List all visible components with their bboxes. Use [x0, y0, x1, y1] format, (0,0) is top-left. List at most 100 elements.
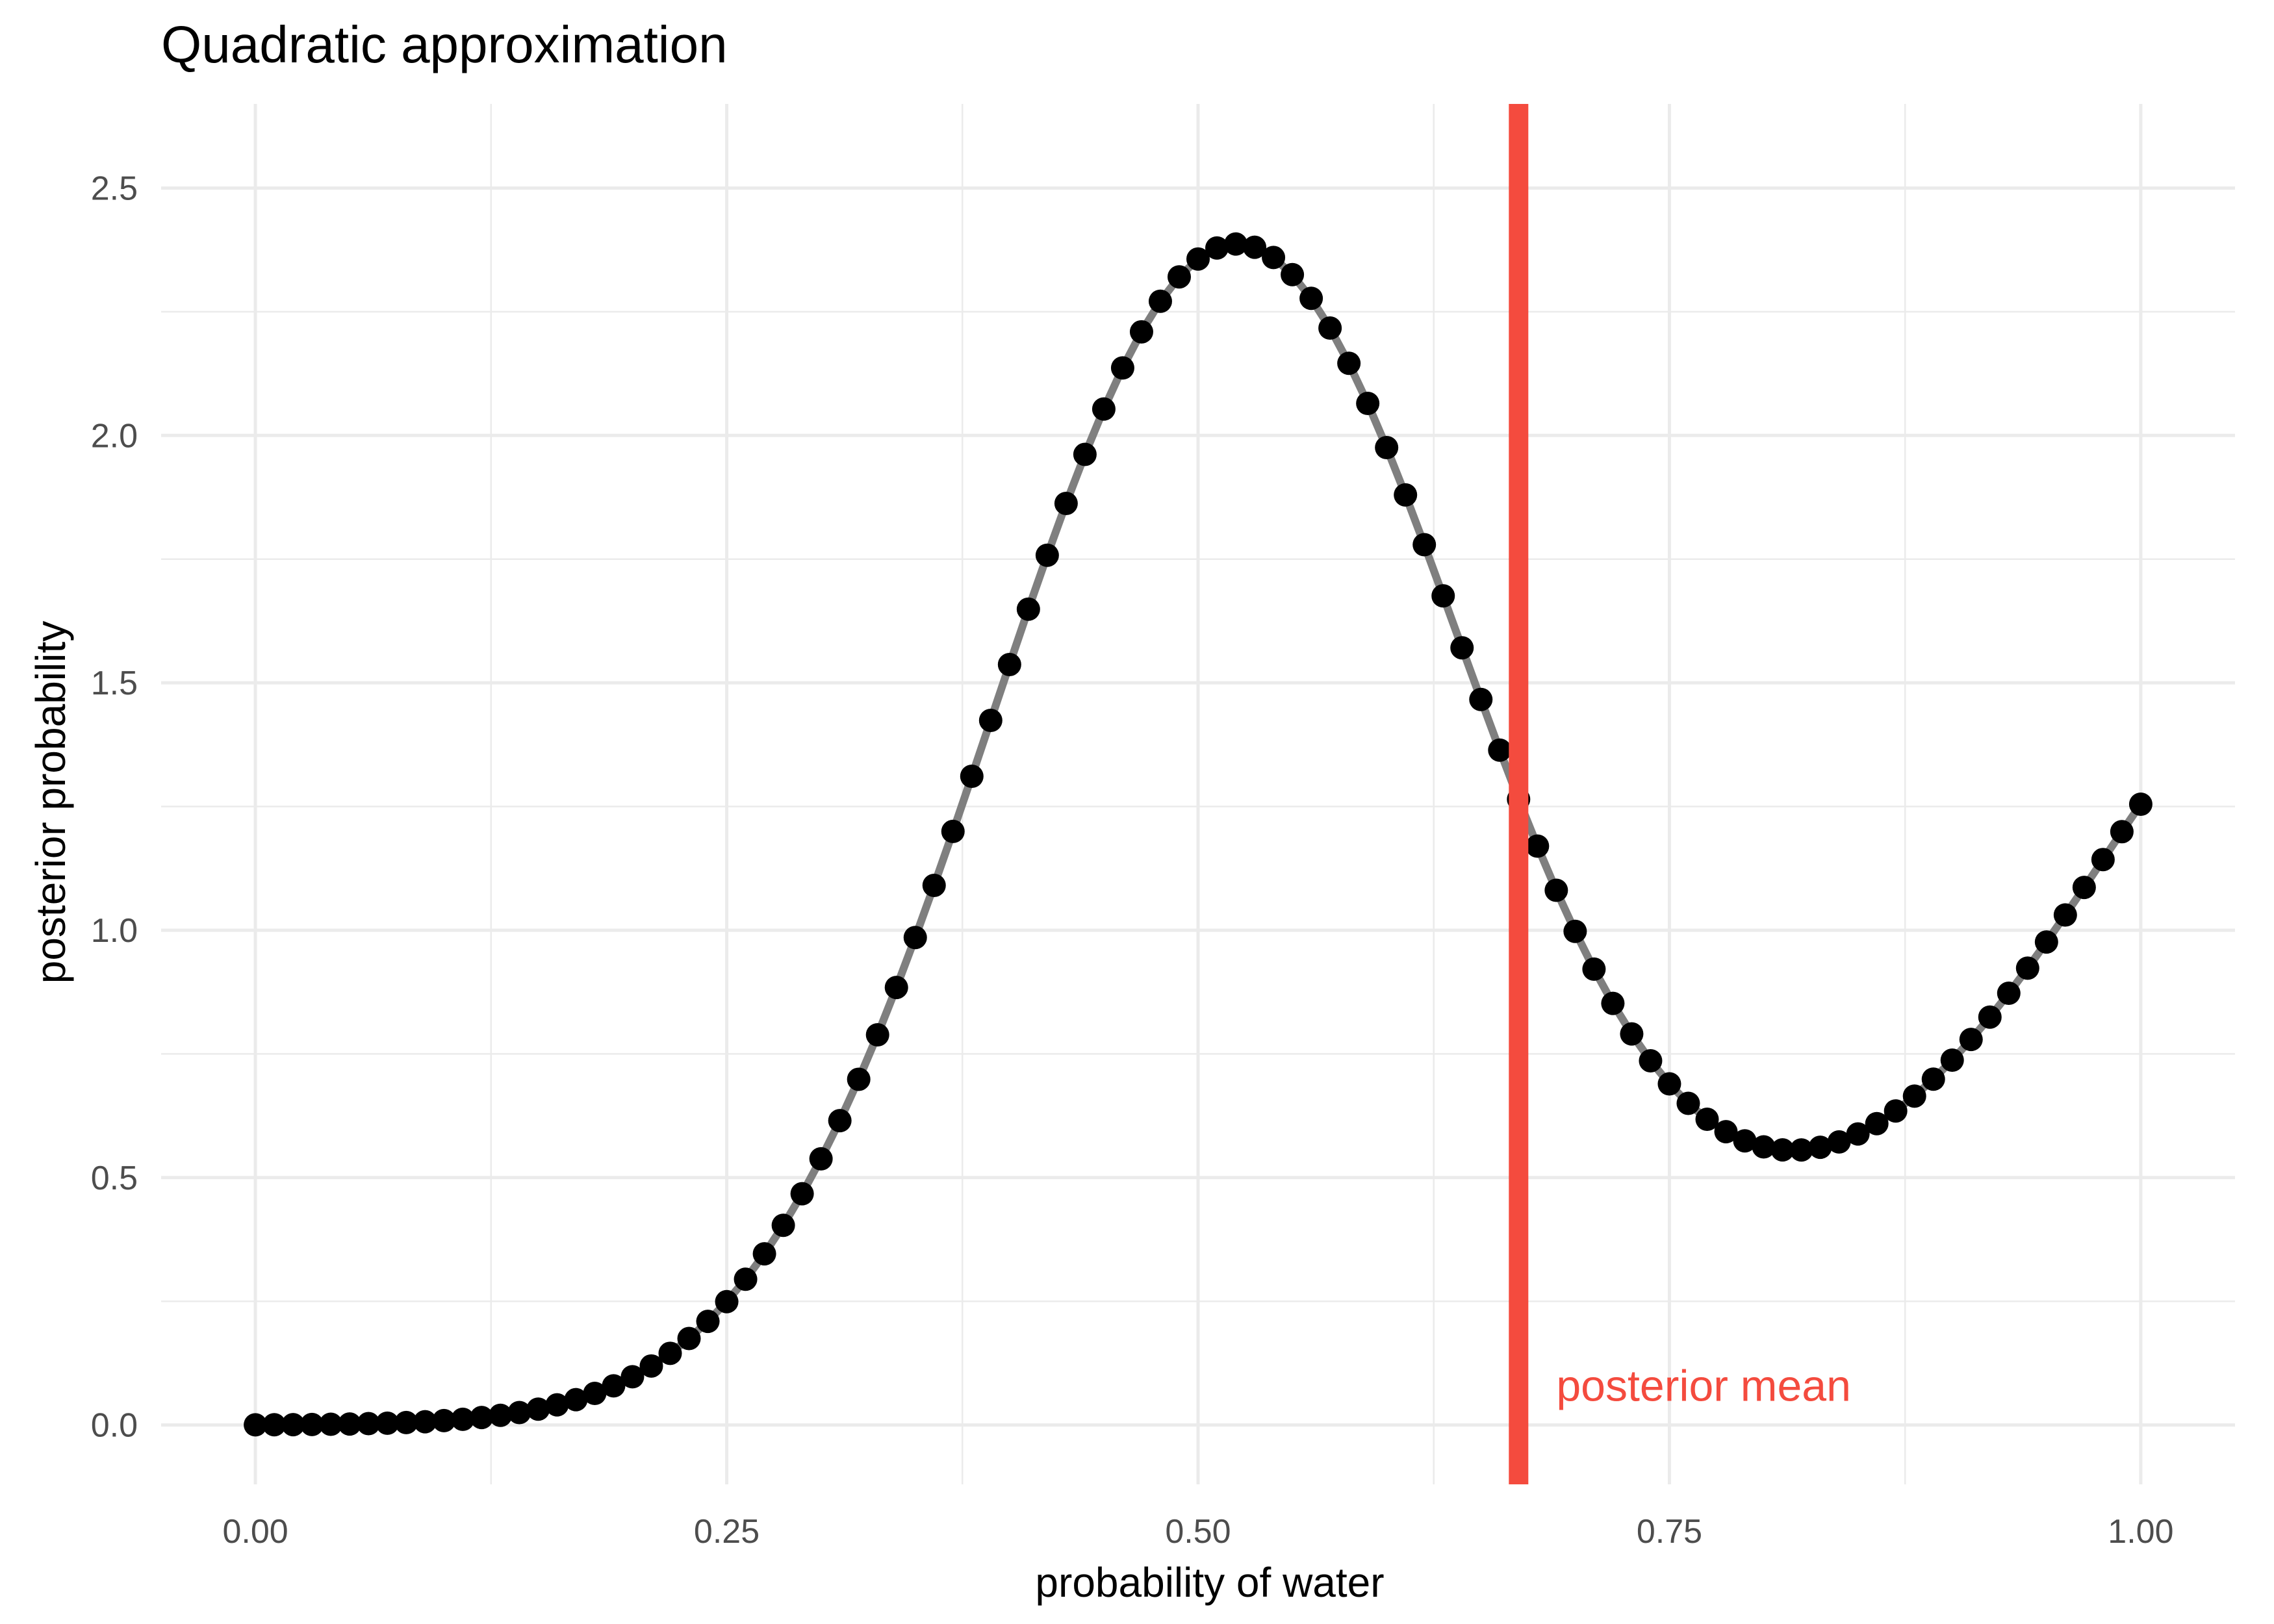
- y-axis-title: posterior probability: [27, 621, 74, 984]
- data-point: [319, 1412, 343, 1436]
- data-point: [790, 1182, 814, 1206]
- data-point: [2034, 930, 2058, 954]
- y-tick-label: 1.0: [91, 912, 138, 950]
- data-point: [1167, 265, 1191, 289]
- data-point: [1469, 687, 1493, 711]
- data-point: [752, 1242, 776, 1266]
- data-point: [1657, 1072, 1681, 1096]
- data-point: [828, 1109, 852, 1133]
- data-point: [1318, 316, 1342, 340]
- x-tick-label: 0.50: [1165, 1513, 1231, 1551]
- data-layer: [244, 232, 2153, 1437]
- x-tick-label: 0.00: [222, 1513, 288, 1551]
- data-point: [2053, 903, 2077, 927]
- data-point: [884, 976, 908, 1000]
- data-point: [1563, 919, 1587, 943]
- data-point: [1714, 1120, 1738, 1144]
- data-point: [1337, 351, 1361, 375]
- y-tick-label: 2.0: [91, 417, 138, 455]
- data-point: [696, 1310, 720, 1334]
- data-point: [244, 1413, 268, 1437]
- data-point: [470, 1406, 494, 1430]
- data-point: [1752, 1135, 1776, 1159]
- x-tick-label: 1.00: [2108, 1513, 2173, 1551]
- data-point: [1865, 1111, 1889, 1136]
- data-point: [1450, 636, 1474, 660]
- data-point: [1186, 247, 1210, 271]
- data-point: [1733, 1129, 1757, 1153]
- data-point: [1827, 1130, 1851, 1154]
- data-point: [1016, 597, 1040, 621]
- data-point: [1601, 991, 1625, 1015]
- data-point: [941, 819, 965, 843]
- y-tick-label: 2.5: [91, 170, 138, 207]
- data-point: [451, 1407, 475, 1431]
- data-point: [1356, 392, 1380, 416]
- data-point: [1582, 957, 1606, 981]
- data-point: [338, 1412, 362, 1436]
- data-point: [1808, 1136, 1832, 1160]
- data-point: [1544, 878, 1568, 902]
- data-point: [357, 1412, 381, 1436]
- data-point: [1054, 491, 1078, 515]
- data-point: [1299, 286, 1323, 311]
- data-point: [262, 1413, 287, 1437]
- data-point: [526, 1397, 550, 1421]
- data-point: [1921, 1067, 1945, 1091]
- y-tick-label: 1.5: [91, 665, 138, 702]
- data-point: [432, 1408, 456, 1432]
- data-point: [1073, 442, 1097, 466]
- data-point: [1959, 1028, 1983, 1052]
- data-point: [394, 1410, 418, 1434]
- data-point: [997, 652, 1021, 676]
- data-point: [545, 1393, 569, 1417]
- y-tick-label: 0.0: [91, 1407, 138, 1445]
- data-point: [677, 1326, 701, 1351]
- data-point: [507, 1401, 531, 1425]
- data-point: [2128, 793, 2153, 817]
- data-point: [1620, 1022, 1644, 1046]
- data-point: [564, 1388, 588, 1412]
- data-point: [865, 1022, 889, 1047]
- data-point: [376, 1411, 400, 1435]
- data-point: [1884, 1099, 1908, 1123]
- posterior-mean-label: posterior mean: [1556, 1362, 1851, 1411]
- data-point: [1281, 262, 1305, 286]
- data-point: [771, 1213, 795, 1237]
- data-point: [583, 1382, 607, 1406]
- data-point: [1148, 289, 1172, 313]
- x-tick-label: 0.75: [1637, 1513, 1702, 1551]
- data-point: [2091, 848, 2115, 872]
- data-point: [1110, 356, 1134, 380]
- data-point: [620, 1365, 645, 1389]
- data-point: [300, 1412, 324, 1436]
- data-point: [847, 1067, 871, 1091]
- annotation-layer: posterior mean: [1509, 104, 1851, 1484]
- data-point: [1770, 1138, 1795, 1162]
- data-point: [2015, 956, 2039, 980]
- data-point: [715, 1289, 739, 1313]
- data-point: [1375, 435, 1399, 459]
- data-point: [922, 873, 946, 897]
- data-point: [1092, 397, 1116, 421]
- data-point: [413, 1410, 437, 1434]
- data-point: [1902, 1084, 1926, 1108]
- data-point: [1846, 1122, 1870, 1146]
- chart-title: Quadratic approximation: [161, 16, 728, 73]
- data-point: [1526, 834, 1550, 858]
- data-point: [1243, 235, 1267, 259]
- data-point: [2072, 876, 2096, 900]
- data-point: [978, 709, 1003, 733]
- data-point: [2110, 820, 2134, 844]
- data-point: [658, 1341, 682, 1365]
- data-point: [1205, 236, 1229, 260]
- data-point: [1940, 1048, 1964, 1072]
- data-point: [1394, 483, 1418, 507]
- data-point: [1488, 738, 1512, 762]
- data-point: [602, 1374, 626, 1398]
- x-axis-title: probability of water: [1035, 1559, 1384, 1606]
- data-point: [1978, 1005, 2002, 1029]
